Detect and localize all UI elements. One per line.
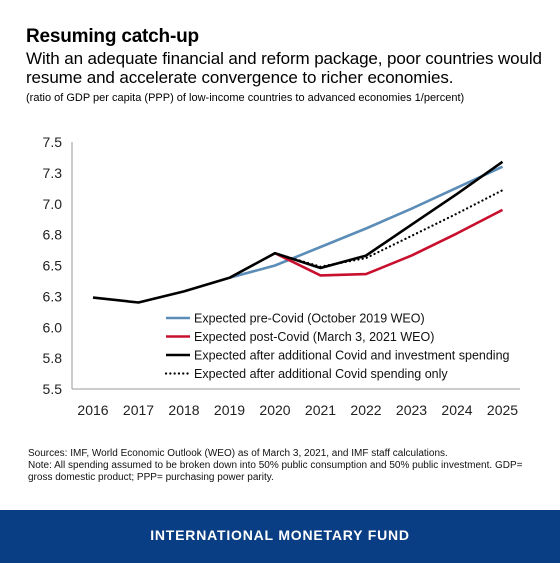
x-tick-label: 2020 (259, 402, 290, 418)
x-tick-label: 2022 (350, 402, 381, 418)
legend-label: Expected after additional Covid and inve… (194, 349, 510, 363)
legend-label: Expected pre-Covid (October 2019 WEO) (194, 312, 425, 326)
y-tick-label: 6.8 (43, 227, 63, 243)
line-chart: 7.5 7.3 7.0 6.8 6.5 6.3 6.0 5.8 5.5 2016 2017 2018 2… (43, 134, 520, 418)
y-tick-label: 5.8 (43, 350, 63, 366)
footer-bar: INTERNATIONAL MONETARY FUND (0, 510, 560, 563)
x-tick-label: 2016 (77, 402, 108, 418)
x-tick-label: 2023 (396, 402, 427, 418)
x-tick-label: 2025 (487, 402, 518, 418)
x-tick-label: 2017 (123, 402, 154, 418)
legend-label: Expected after additional Covid spending… (194, 367, 448, 381)
x-tick-label: 2018 (168, 402, 199, 418)
series-line-0 (229, 165, 504, 280)
legend-label: Expected post-Covid (March 3, 2021 WEO) (194, 330, 434, 344)
y-tick-label: 5.5 (43, 381, 63, 397)
y-tick-label: 6.5 (43, 258, 63, 274)
y-tick-label: 6.3 (43, 288, 63, 304)
chart-subtitle: With an adequate financial and reform pa… (26, 49, 542, 87)
y-tick-label: 7.3 (43, 165, 63, 181)
note-line: Note: All spending assumed to be broken … (28, 460, 523, 483)
x-tick-label: 2019 (214, 402, 245, 418)
series-line-1 (274, 208, 504, 277)
x-tick-label: 2024 (441, 402, 472, 418)
y-tick-label: 7.5 (43, 134, 63, 150)
y-tick-label: 7.0 (43, 196, 63, 212)
y-tick-label: 6.0 (43, 319, 63, 335)
chart-header: Resuming catch-up With an adequate finan… (26, 0, 556, 105)
chart-unit-note: (ratio of GDP per capita (PPP) of low-in… (26, 92, 465, 104)
chart-title: Resuming catch-up (26, 26, 199, 47)
x-tick-label: 2021 (305, 402, 336, 418)
series-line-2 (92, 160, 504, 304)
sources-line: Sources: IMF, World Economic Outlook (WE… (28, 448, 448, 459)
sources-note: Sources: IMF, World Economic Outlook (WE… (28, 448, 548, 484)
footer-brand-text: INTERNATIONAL MONETARY FUND (150, 527, 410, 543)
